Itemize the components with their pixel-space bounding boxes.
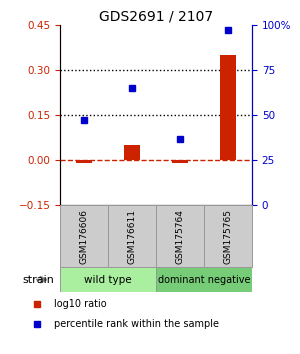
Bar: [124, 145, 140, 160]
Bar: [220, 55, 236, 160]
Text: GSM176606: GSM176606: [80, 209, 88, 264]
Bar: [76, 160, 92, 163]
Text: GSM175764: GSM175764: [176, 209, 184, 264]
Text: wild type: wild type: [84, 275, 132, 285]
Bar: [172, 160, 188, 163]
Bar: [60, 205, 108, 267]
Text: dominant negative: dominant negative: [158, 275, 250, 285]
Bar: [60, 267, 156, 292]
Text: strain: strain: [22, 275, 54, 285]
Text: percentile rank within the sample: percentile rank within the sample: [54, 319, 219, 329]
Bar: [156, 267, 252, 292]
Title: GDS2691 / 2107: GDS2691 / 2107: [99, 10, 213, 24]
Text: GSM176611: GSM176611: [128, 209, 136, 264]
Bar: [204, 205, 252, 267]
Bar: [156, 205, 204, 267]
Text: GSM175765: GSM175765: [224, 209, 232, 264]
Text: log10 ratio: log10 ratio: [54, 299, 106, 309]
Bar: [108, 205, 156, 267]
